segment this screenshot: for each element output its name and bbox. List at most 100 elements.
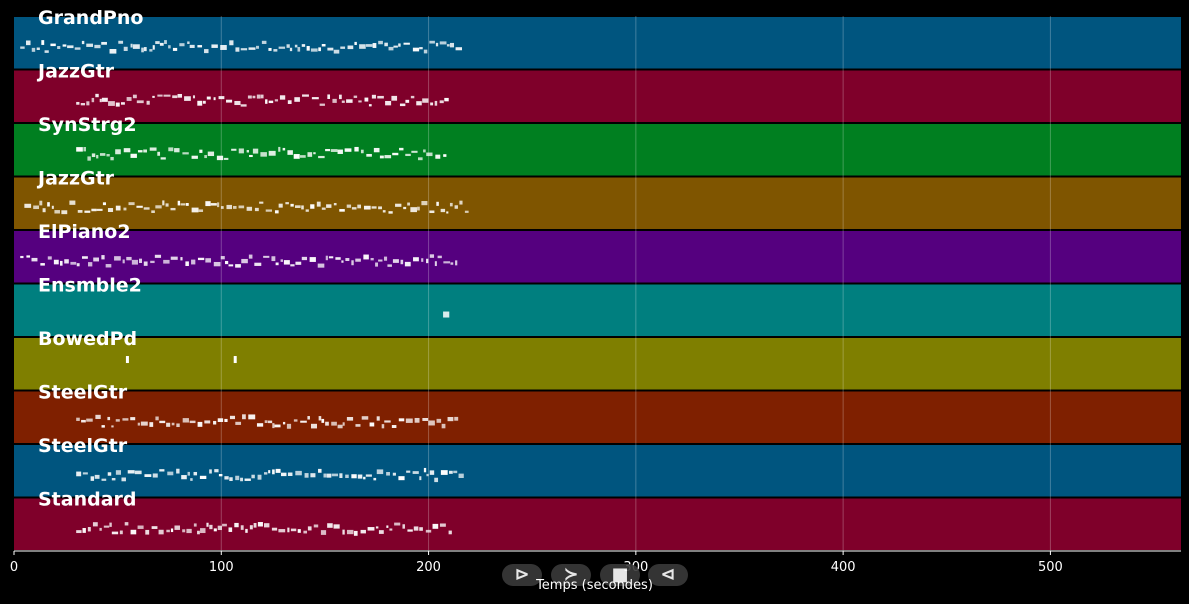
note-mark xyxy=(346,529,354,535)
note-mark xyxy=(337,149,343,154)
note-mark xyxy=(389,528,393,531)
note-mark xyxy=(130,153,137,158)
note-mark xyxy=(213,528,217,532)
play-button[interactable]: ⊳ xyxy=(502,564,542,586)
note-mark xyxy=(294,97,300,102)
note-mark xyxy=(136,205,143,208)
track-lane xyxy=(14,177,1181,229)
note-mark xyxy=(347,45,354,50)
note-mark xyxy=(213,420,217,425)
note-mark xyxy=(115,419,120,422)
note-mark xyxy=(140,421,148,426)
x-tick-label: 500 xyxy=(1038,560,1063,575)
note-mark xyxy=(386,472,390,476)
note-mark xyxy=(283,260,290,265)
note-mark xyxy=(429,470,435,475)
note-mark xyxy=(464,210,469,213)
note-mark xyxy=(180,257,183,261)
note-mark xyxy=(238,148,244,154)
track-lane xyxy=(14,445,1181,497)
track-lane xyxy=(14,231,1181,283)
note-mark xyxy=(84,210,91,213)
note-mark xyxy=(459,200,463,205)
note-mark xyxy=(149,49,153,52)
note-mark xyxy=(26,255,31,258)
note-mark xyxy=(325,148,331,152)
note-mark xyxy=(268,100,274,104)
rewind-button[interactable]: ⊲ xyxy=(648,564,688,586)
note-mark xyxy=(294,44,298,48)
track-label: Ensmble2 xyxy=(38,275,142,297)
note-mark xyxy=(326,473,332,478)
note-mark xyxy=(300,420,307,423)
note-mark xyxy=(164,40,167,44)
note-mark xyxy=(40,263,45,266)
note-mark xyxy=(213,97,216,101)
note-mark xyxy=(155,416,159,421)
note-mark xyxy=(220,206,224,209)
note-mark xyxy=(267,420,273,424)
grid-lines xyxy=(220,16,1051,551)
note-mark xyxy=(20,46,25,49)
note-mark xyxy=(341,100,345,103)
note-mark xyxy=(326,204,332,208)
note-mark xyxy=(434,261,437,267)
note-mark xyxy=(320,530,327,535)
note-mark xyxy=(252,148,259,154)
note-mark xyxy=(115,205,121,211)
note-mark xyxy=(191,155,198,159)
note-mark xyxy=(149,147,157,151)
note-mark xyxy=(274,210,279,214)
note-mark xyxy=(47,256,52,260)
note-mark xyxy=(189,44,195,48)
note-mark xyxy=(429,210,435,214)
note-mark xyxy=(174,525,181,530)
note-mark xyxy=(238,205,245,209)
note-mark xyxy=(172,47,178,51)
note-mark xyxy=(125,356,129,364)
note-mark xyxy=(351,474,357,479)
note-mark xyxy=(406,470,411,473)
stop-button[interactable]: ■ xyxy=(600,564,640,586)
note-mark xyxy=(405,99,410,103)
note-mark xyxy=(257,474,262,480)
track-label: GrandPno xyxy=(38,7,143,29)
note-mark xyxy=(309,257,316,262)
note-mark xyxy=(448,530,452,535)
note-mark xyxy=(373,147,380,153)
note-mark xyxy=(95,414,101,419)
note-mark xyxy=(217,202,220,208)
note-mark xyxy=(383,256,388,261)
note-mark xyxy=(454,416,459,421)
note-mark xyxy=(20,255,24,259)
note-mark xyxy=(346,417,354,421)
note-mark xyxy=(363,254,369,260)
note-mark xyxy=(321,418,325,423)
note-mark xyxy=(151,526,158,529)
note-mark xyxy=(378,259,383,262)
note-mark xyxy=(107,416,111,421)
note-mark xyxy=(168,45,171,49)
note-mark xyxy=(159,469,165,472)
note-mark xyxy=(90,476,95,481)
note-mark xyxy=(36,47,40,50)
note-mark xyxy=(449,202,453,207)
note-mark xyxy=(62,44,67,47)
note-mark xyxy=(248,254,253,259)
note-mark xyxy=(166,422,171,427)
note-mark xyxy=(455,260,458,266)
note-mark xyxy=(146,100,150,105)
note-mark xyxy=(224,418,228,423)
note-mark xyxy=(387,264,392,267)
track-lane xyxy=(14,284,1181,336)
note-mark xyxy=(413,526,419,531)
note-mark xyxy=(64,259,69,264)
note-mark xyxy=(143,149,147,153)
note-mark xyxy=(172,95,178,99)
fast-forward-button[interactable]: ≻ xyxy=(551,564,591,586)
note-mark xyxy=(399,103,406,107)
note-mark xyxy=(293,419,298,422)
note-mark xyxy=(310,204,315,209)
note-mark xyxy=(388,211,393,214)
x-tick-label: 0 xyxy=(10,560,18,575)
